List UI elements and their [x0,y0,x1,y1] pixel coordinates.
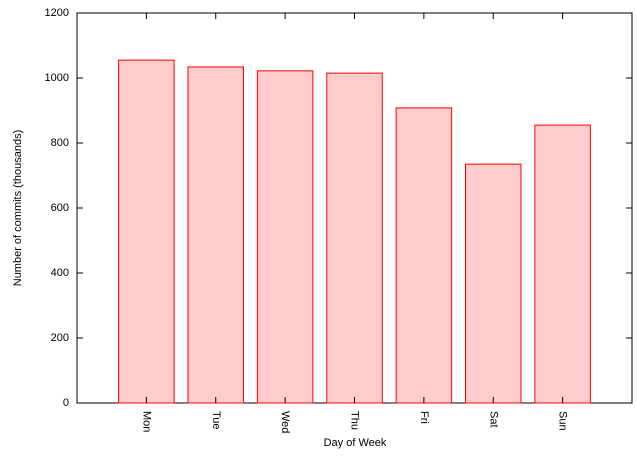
bar [395,107,453,404]
x-tick-label: Sun [557,411,569,431]
x-tick-label: Tue [210,411,222,430]
bar [465,163,522,404]
bar [534,124,591,404]
y-tick-label: 600 [51,202,69,214]
bar [326,72,383,404]
y-tick-label: 1200 [45,7,69,19]
y-tick-label: 0 [63,397,69,409]
x-tick-label: Sat [487,411,499,428]
x-tick-label: Fri [418,411,430,424]
x-axis-label: Day of Week [324,437,387,449]
x-tick-label: Mon [140,411,152,432]
bar [118,59,175,404]
y-tick-label: 1000 [45,72,69,84]
bar [187,66,244,404]
y-tick-label: 800 [51,137,69,149]
y-axis-label: Number of commits (thousands) [12,130,24,287]
x-tick-label: Wed [279,411,291,433]
x-tick-label: Thu [349,411,361,430]
y-tick-label: 200 [51,332,69,344]
y-tick-label: 400 [51,267,69,279]
bar [256,70,314,404]
